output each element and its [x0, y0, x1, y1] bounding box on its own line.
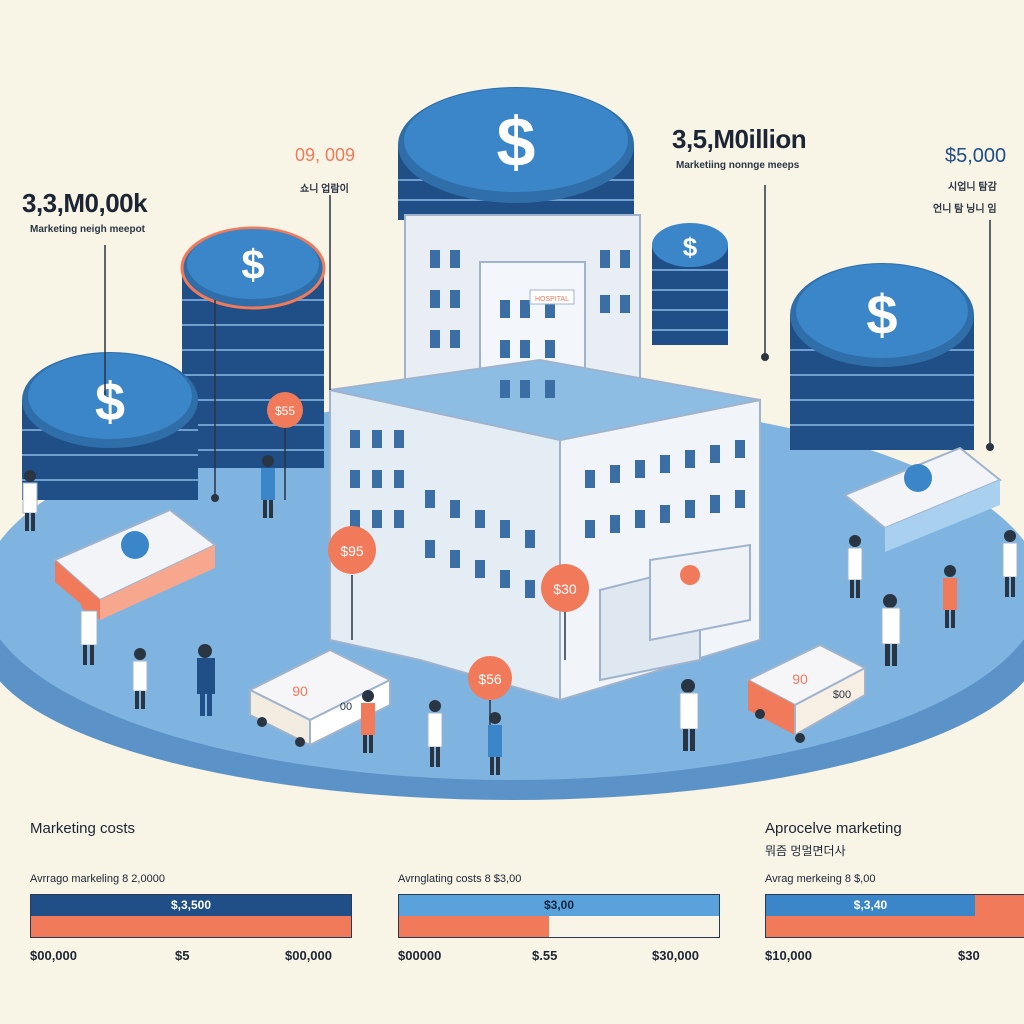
bar-3-value: $,3,40	[853, 898, 888, 912]
svg-text:$: $	[95, 372, 125, 432]
bar-1-tick-right: $00,000	[285, 948, 332, 963]
bar-1-tick-mid: $5	[175, 948, 190, 963]
callout-right-value: $5,000	[945, 145, 1007, 167]
bar-3-label: Avrag merkeing 8 $,00	[765, 873, 876, 885]
callout-center-small-value: 09, 009	[295, 145, 356, 165]
cart-left-tag-b: 00	[340, 701, 352, 713]
bar-2-value: $3,00	[543, 898, 575, 912]
hospital-building	[329, 214, 761, 702]
bar-3: $,3,40	[765, 894, 1024, 938]
bar-3-tick-mid: $30	[958, 948, 980, 963]
cart-right-tag-b: $00	[833, 689, 851, 701]
cart-left-tag: 90	[292, 683, 308, 699]
cart-right	[745, 643, 868, 743]
price-tag-3-label: $30	[553, 581, 577, 597]
coin-stack-left-back: $	[180, 226, 326, 468]
price-tag-4-label: $56	[478, 671, 502, 687]
building-sign: HOSPITAL	[535, 296, 569, 303]
callout-left-caption: Marketing neigh meepot	[30, 224, 146, 235]
section-title-right: Aprocelve marketing	[765, 820, 902, 837]
svg-text:$: $	[866, 283, 897, 346]
bar-1-tick-left: $00,000	[30, 948, 77, 963]
callout-center-value: 3,5,M0illion	[672, 124, 807, 154]
coin-stack-left-front: $	[22, 352, 198, 500]
coin-stack-right-large: $	[790, 263, 974, 450]
section-title-left: Marketing costs	[30, 820, 136, 837]
callout-right-caption-2: 언니 탐 닝니 임	[933, 204, 997, 215]
callout-right-caption-1: 시업니 탐감	[948, 182, 997, 193]
svg-text:$: $	[497, 103, 536, 181]
bar-2-tick-right: $30,000	[652, 948, 699, 963]
svg-text:$: $	[683, 232, 698, 262]
callout-center-caption: Marketiing nonnge meeps	[676, 160, 800, 171]
hospital-scene-illustration: $ $ $ $ $	[0, 87, 1024, 800]
price-tag-2-label: $95	[340, 543, 364, 559]
callout-pins	[104, 185, 991, 495]
pallet-right	[843, 446, 1002, 552]
bar-3-tick-left: $10,000	[765, 948, 812, 963]
bar-1-value: $,3,500	[170, 898, 212, 912]
people	[22, 455, 1018, 775]
price-tag-3	[541, 564, 589, 660]
price-tag-1-label: $55	[275, 404, 295, 418]
callout-left-value: 3,3,M0,00k	[22, 188, 148, 218]
bar-2-tick-mid: $.55	[532, 948, 558, 963]
price-tag-1	[267, 392, 303, 500]
price-tag-2	[328, 526, 376, 640]
cart-right-tag: 90	[792, 671, 808, 687]
bar-2: $3,00	[398, 894, 720, 938]
coin-stack-top: $	[398, 87, 634, 220]
svg-text:$: $	[241, 241, 264, 288]
bar-2-label: Avrnglating costs 8 $3,00	[398, 873, 522, 885]
section-subtitle-right: 뭐즘 멍멀면더사	[765, 844, 846, 858]
bar-1: $,3,500	[30, 894, 352, 938]
coin-stack-right-small: $	[652, 223, 728, 345]
bar-1-label: Avrrago markeling 8 2,0000	[30, 873, 165, 885]
bar-2-tick-left: $00000	[398, 948, 442, 963]
callout-center-small-caption: 쇼니 업람이	[300, 184, 349, 195]
